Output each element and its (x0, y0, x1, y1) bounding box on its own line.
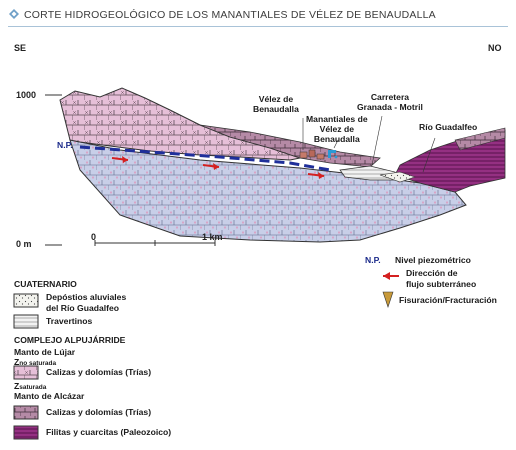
phyllites-top-band (454, 127, 506, 151)
legend-travertines: Travertinos (46, 316, 93, 326)
swatch-travertine (13, 314, 39, 329)
elevation-bottom-label: 0 m (16, 239, 32, 249)
swatch-alluvial (13, 293, 39, 308)
legend-lujar-title: Manto de Lújar (14, 347, 76, 357)
direction-no: NO (488, 43, 502, 53)
title-bar (8, 6, 508, 27)
direction-se: SE (14, 43, 27, 53)
label-velez: Vélez de Benaudalla (253, 94, 299, 114)
elevation-top-label: 1000 (16, 90, 37, 100)
legend-fracture: Fisuración/Fracturación (399, 295, 497, 305)
legend-np-text: Nivel piezométrico (395, 255, 471, 265)
label-road: Carretera Granada - Motril (357, 92, 423, 112)
legend-quaternary-title: CUATERNARIO (14, 279, 77, 289)
leader-river (422, 137, 436, 173)
np-section-label: N.P. (57, 140, 73, 150)
alluvial-lens (379, 171, 416, 183)
elevation-ticks (45, 94, 62, 246)
leader-springs (333, 139, 339, 149)
swatch-alcazar-limestone (13, 405, 39, 420)
legend-alluvial: Depóstios aluviales del Río Guadalfeo (46, 292, 127, 313)
legend-alcazar-title: Manto de Alcázar (14, 391, 85, 401)
scale-end-label: 1 km (202, 232, 223, 242)
scale-start-label: 0 (91, 232, 97, 242)
legend-zone-saturated: Zsaturada (14, 381, 47, 391)
village-houses (299, 149, 325, 160)
saturated-zone (69, 139, 467, 243)
legend-lujar-limestone: Calizas y dolomías (Trías) (46, 367, 152, 377)
scale-bar (94, 240, 216, 246)
legend-fracture-icon (382, 291, 394, 308)
swatch-lujar-limestone (13, 365, 39, 380)
water-table-line (79, 145, 331, 172)
page-title: CORTE HIDROGEOLÓGICO DE LOS MANANTIALES … (24, 9, 436, 21)
legend-alpujarride-title: COMPLEJO ALPUJÁRRIDE (14, 335, 126, 345)
legend-flow: Dirección de flujo subterráneo (406, 268, 477, 289)
label-river: Río Guadalfeo (419, 122, 478, 132)
label-springs: Manantiales de Vélez de Benaudalla (306, 114, 368, 144)
leader-road (371, 115, 383, 166)
legend-zone-unsaturated: Zno saturada (14, 357, 57, 367)
diamond-bullet-icon (9, 9, 19, 19)
legend-np-key: N.P. (365, 255, 381, 265)
spring-tap-icon (328, 150, 338, 159)
swatch-phyllites (13, 425, 39, 440)
legend-phyllites: Filitas y cuarcitas (Paleozoico) (46, 427, 172, 437)
legend-alcazar-limestone: Calizas y dolomías (Trías) (46, 407, 152, 417)
